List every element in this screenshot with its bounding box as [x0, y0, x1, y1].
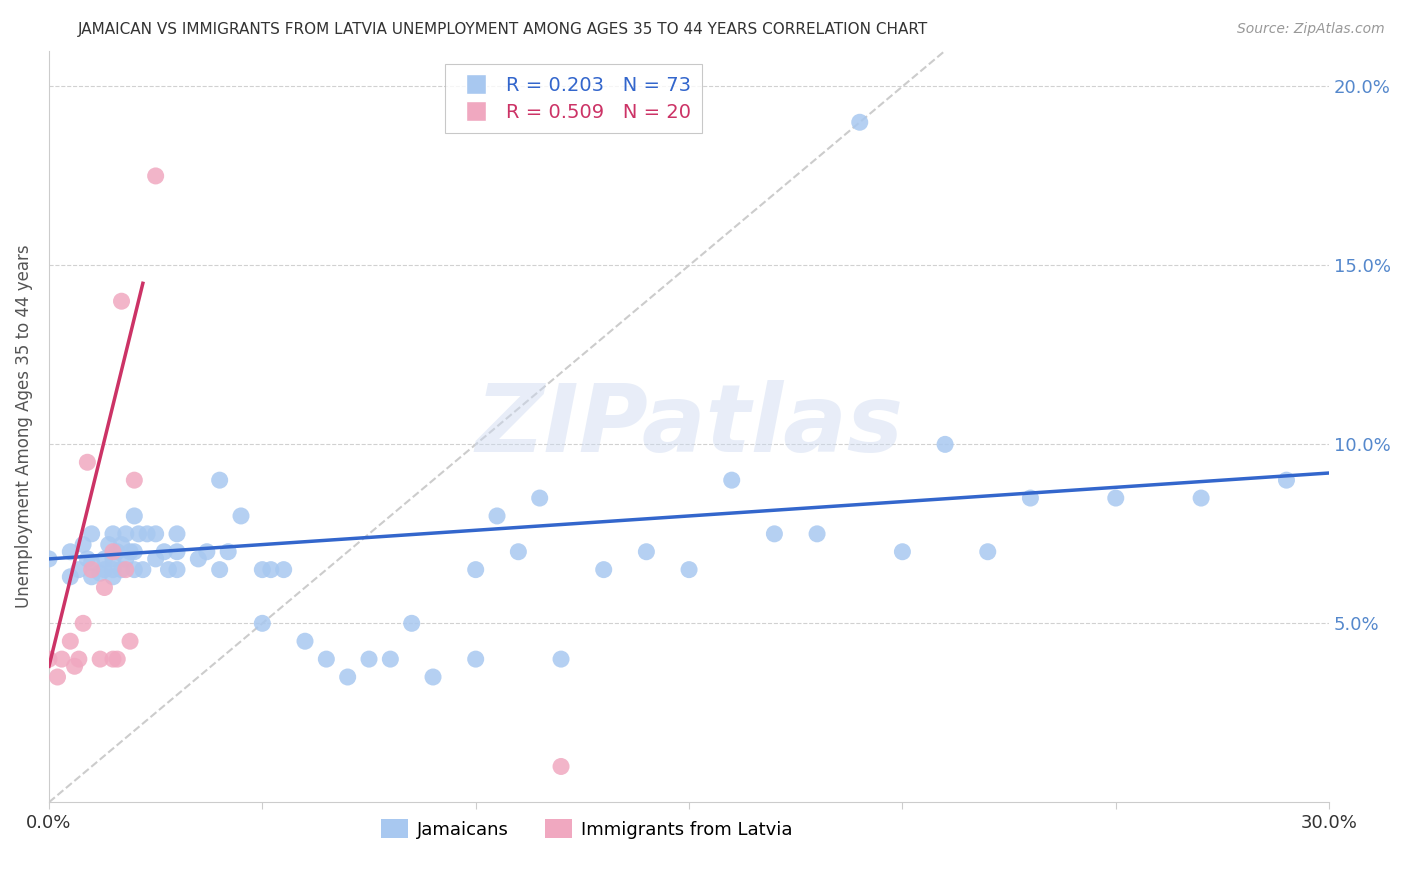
Jamaicans: [208, 563, 231, 577]
Jamaicans: [260, 563, 283, 577]
Jamaicans: [315, 652, 337, 666]
Jamaicans: [153, 545, 176, 559]
Jamaicans: [110, 538, 132, 552]
Legend: Jamaicans, Immigrants from Latvia: Jamaicans, Immigrants from Latvia: [374, 812, 800, 846]
Immigrants from Latvia: [145, 169, 167, 183]
Jamaicans: [934, 437, 956, 451]
Jamaicans: [529, 491, 551, 505]
Jamaicans: [273, 563, 295, 577]
Immigrants from Latvia: [124, 473, 146, 487]
Immigrants from Latvia: [63, 659, 86, 673]
Jamaicans: [93, 552, 115, 566]
Jamaicans: [132, 563, 155, 577]
Jamaicans: [464, 652, 486, 666]
Jamaicans: [422, 670, 444, 684]
Jamaicans: [67, 563, 90, 577]
Jamaicans: [357, 652, 380, 666]
Jamaicans: [592, 563, 614, 577]
Jamaicans: [101, 552, 124, 566]
Jamaicans: [101, 526, 124, 541]
Jamaicans: [136, 526, 159, 541]
Immigrants from Latvia: [101, 545, 124, 559]
Jamaicans: [105, 545, 128, 559]
Text: JAMAICAN VS IMMIGRANTS FROM LATVIA UNEMPLOYMENT AMONG AGES 35 TO 44 YEARS CORREL: JAMAICAN VS IMMIGRANTS FROM LATVIA UNEMP…: [77, 22, 928, 37]
Immigrants from Latvia: [118, 634, 141, 648]
Jamaicans: [124, 545, 146, 559]
Jamaicans: [145, 526, 167, 541]
Immigrants from Latvia: [89, 652, 111, 666]
Jamaicans: [401, 616, 423, 631]
Jamaicans: [891, 545, 914, 559]
Jamaicans: [208, 473, 231, 487]
Jamaicans: [1189, 491, 1212, 505]
Jamaicans: [101, 563, 124, 577]
Jamaicans: [720, 473, 742, 487]
Immigrants from Latvia: [80, 563, 103, 577]
Jamaicans: [1019, 491, 1042, 505]
Jamaicans: [508, 545, 530, 559]
Jamaicans: [678, 563, 700, 577]
Jamaicans: [38, 552, 60, 566]
Jamaicans: [550, 652, 572, 666]
Jamaicans: [336, 670, 359, 684]
Jamaicans: [294, 634, 316, 648]
Jamaicans: [157, 563, 180, 577]
Immigrants from Latvia: [110, 294, 132, 309]
Jamaicans: [252, 563, 274, 577]
Jamaicans: [187, 552, 209, 566]
Jamaicans: [977, 545, 1000, 559]
Jamaicans: [89, 566, 111, 581]
Y-axis label: Unemployment Among Ages 35 to 44 years: Unemployment Among Ages 35 to 44 years: [15, 244, 32, 608]
Jamaicans: [229, 508, 252, 523]
Jamaicans: [217, 545, 239, 559]
Jamaicans: [110, 563, 132, 577]
Jamaicans: [166, 563, 188, 577]
Immigrants from Latvia: [72, 616, 94, 631]
Jamaicans: [145, 552, 167, 566]
Jamaicans: [128, 526, 150, 541]
Jamaicans: [252, 616, 274, 631]
Jamaicans: [195, 545, 218, 559]
Jamaicans: [166, 545, 188, 559]
Jamaicans: [97, 538, 120, 552]
Jamaicans: [763, 526, 786, 541]
Immigrants from Latvia: [51, 652, 73, 666]
Jamaicans: [93, 563, 115, 577]
Text: Source: ZipAtlas.com: Source: ZipAtlas.com: [1237, 22, 1385, 37]
Jamaicans: [80, 556, 103, 570]
Jamaicans: [1275, 473, 1298, 487]
Jamaicans: [118, 545, 141, 559]
Jamaicans: [72, 538, 94, 552]
Immigrants from Latvia: [59, 634, 82, 648]
Jamaicans: [806, 526, 828, 541]
Jamaicans: [380, 652, 402, 666]
Immigrants from Latvia: [101, 652, 124, 666]
Jamaicans: [59, 545, 82, 559]
Jamaicans: [124, 508, 146, 523]
Immigrants from Latvia: [38, 652, 60, 666]
Immigrants from Latvia: [550, 759, 572, 773]
Jamaicans: [101, 570, 124, 584]
Immigrants from Latvia: [46, 670, 69, 684]
Jamaicans: [59, 570, 82, 584]
Immigrants from Latvia: [114, 563, 136, 577]
Jamaicans: [80, 570, 103, 584]
Jamaicans: [80, 526, 103, 541]
Immigrants from Latvia: [76, 455, 98, 469]
Immigrants from Latvia: [93, 581, 115, 595]
Immigrants from Latvia: [67, 652, 90, 666]
Jamaicans: [124, 563, 146, 577]
Jamaicans: [166, 526, 188, 541]
Jamaicans: [636, 545, 658, 559]
Immigrants from Latvia: [105, 652, 128, 666]
Jamaicans: [486, 508, 509, 523]
Jamaicans: [76, 552, 98, 566]
Text: ZIPatlas: ZIPatlas: [475, 381, 903, 473]
Jamaicans: [1105, 491, 1128, 505]
Jamaicans: [848, 115, 870, 129]
Jamaicans: [464, 563, 486, 577]
Jamaicans: [114, 552, 136, 566]
Jamaicans: [114, 526, 136, 541]
